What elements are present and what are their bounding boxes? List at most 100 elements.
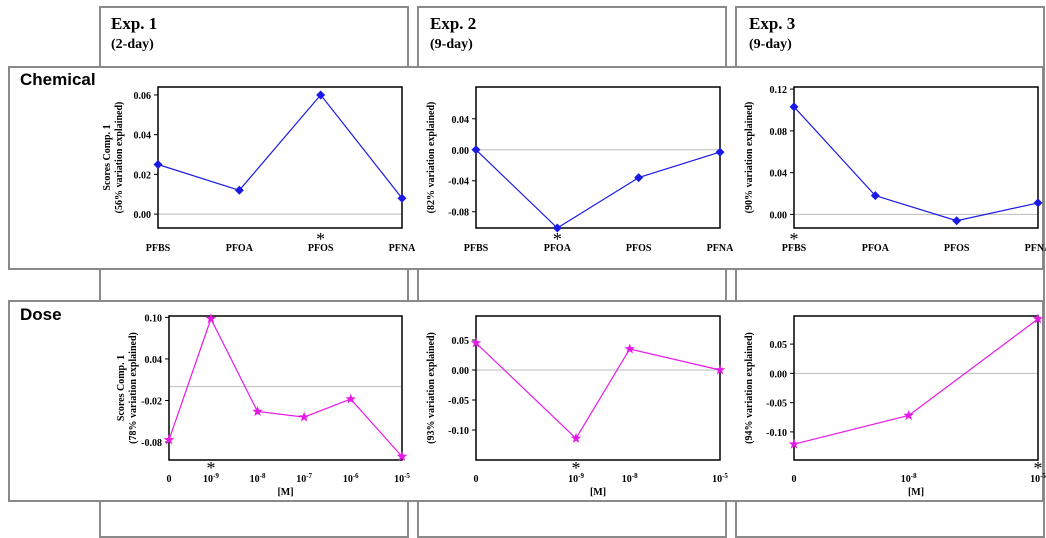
x-tick-label: 10-5 (712, 472, 728, 485)
significance-marker: * (572, 458, 581, 478)
data-point (952, 216, 962, 226)
x-tick-label: PFOS (944, 243, 970, 254)
x-tick-label: 10-7 (296, 472, 312, 485)
data-point (298, 411, 310, 422)
y-tick-label: 0.00 (452, 146, 470, 157)
x-axis-label: [M] (277, 487, 293, 498)
plot-frame (157, 86, 403, 229)
data-point (714, 364, 726, 375)
data-point (396, 451, 408, 461)
plot-frame (475, 315, 721, 461)
data-point (624, 343, 635, 354)
y-axis-label: (78% variation explained) (128, 332, 139, 444)
x-tick-label: PFNA (1025, 243, 1046, 254)
chart-panel: -0.08 -0.02 0.04 0.10 Scores Comp. 1 (78% var… (116, 313, 410, 498)
column-subtitle: (9-day) (749, 37, 792, 52)
x-tick-label: PFNA (389, 243, 416, 254)
y-tick-label: 0.02 (134, 170, 152, 181)
plot-frame (793, 86, 1039, 229)
y-tick-label: 0.10 (145, 313, 163, 324)
series-line (475, 149, 721, 229)
x-tick-label: 0 (474, 474, 479, 485)
data-point (153, 159, 163, 169)
data-point (715, 147, 725, 157)
x-tick-label: PFBS (782, 243, 807, 254)
data-point (903, 410, 914, 420)
y-tick-label: 0.08 (770, 127, 788, 138)
x-tick-label: PFOS (626, 243, 652, 254)
y-tick-label: 0.04 (134, 131, 152, 142)
data-point (163, 434, 175, 445)
chart-panel: 0.00 0.02 0.04 0.06 Scores Comp. 1 (56% varia… (102, 86, 416, 254)
data-point (470, 337, 482, 348)
data-point (316, 90, 326, 100)
x-tick-label: 10-5 (394, 472, 410, 485)
series-line (157, 93, 403, 199)
column-title: Exp. 2 (430, 14, 477, 33)
data-point (788, 438, 800, 449)
data-point (345, 393, 356, 404)
chart-panel: 0.00 0.04 0.08 0.12 (90% variation explained… (744, 85, 1046, 254)
y-tick-label: 0.00 (452, 366, 470, 377)
chart-panel: -0.10 -0.05 0.00 0.05 (94% variation explain… (744, 313, 1046, 498)
y-axis-label: Scores Comp. 1 (116, 355, 127, 421)
x-tick-label: 0 (792, 474, 797, 485)
data-point (634, 173, 644, 183)
row-title-dose: Dose (20, 305, 62, 324)
y-tick-label: 0.04 (770, 169, 788, 180)
y-tick-label: -0.04 (448, 177, 469, 188)
x-axis-label: [M] (590, 487, 606, 498)
column-title: Exp. 3 (749, 14, 796, 33)
y-axis-label: (82% variation explained) (426, 102, 437, 214)
x-tick-label: PFNA (707, 243, 734, 254)
y-axis-label: (93% variation explained) (426, 332, 437, 444)
x-tick-label: 10-8 (622, 472, 638, 485)
row-title-chemical: Chemical (20, 70, 96, 89)
column-title: Exp. 1 (111, 14, 158, 33)
column-subtitle: (2-day) (111, 37, 154, 52)
y-axis-label: (94% variation explained) (744, 332, 755, 444)
data-point (397, 193, 407, 203)
chart-panel: -0.10 -0.05 0.00 0.05 (93% variation explain… (426, 315, 728, 498)
significance-marker: * (553, 229, 562, 249)
y-axis-label: (90% variation explained) (744, 102, 755, 214)
significance-marker: * (790, 229, 799, 249)
data-point (205, 313, 217, 324)
y-tick-label: -0.08 (448, 208, 469, 219)
x-tick-label: 10-6 (343, 472, 359, 485)
x-tick-label: PFBS (146, 243, 171, 254)
data-point (1033, 198, 1043, 208)
column-subtitle: (9-day) (430, 37, 473, 52)
y-axis-label: Scores Comp. 1 (102, 124, 113, 190)
y-tick-label: 0.04 (145, 355, 163, 366)
y-axis-label: (56% variation explained) (114, 102, 125, 214)
series-line (793, 106, 1039, 222)
significance-marker: * (316, 229, 325, 249)
y-tick-label: 0.00 (134, 210, 152, 221)
y-tick-label: -0.02 (141, 396, 162, 407)
y-tick-label: 0.00 (770, 369, 788, 380)
data-point (234, 185, 244, 195)
y-tick-label: -0.05 (766, 399, 787, 410)
row-frame-chemical (8, 66, 1044, 270)
y-tick-label: -0.10 (766, 428, 787, 439)
data-point (1032, 313, 1044, 324)
series-line (475, 342, 721, 440)
plot-frame (793, 315, 1039, 461)
x-tick-label: PFOS (308, 243, 334, 254)
significance-marker: * (206, 458, 215, 478)
plot-frame (168, 315, 403, 461)
y-tick-label: 0.00 (770, 210, 788, 221)
x-tick-label: 10-8 (901, 472, 917, 485)
y-tick-label: 0.05 (452, 336, 470, 347)
x-tick-label: PFBS (464, 243, 489, 254)
data-point (471, 145, 481, 155)
data-point (252, 406, 263, 416)
y-tick-label: 0.06 (134, 91, 152, 102)
row-frame-dose (8, 300, 1044, 502)
series-line (793, 318, 1039, 445)
y-tick-label: 0.12 (770, 85, 788, 96)
significance-marker: * (1034, 458, 1043, 478)
chart-panel: -0.08 -0.04 0.00 0.04 (82% variation explain… (426, 86, 734, 254)
